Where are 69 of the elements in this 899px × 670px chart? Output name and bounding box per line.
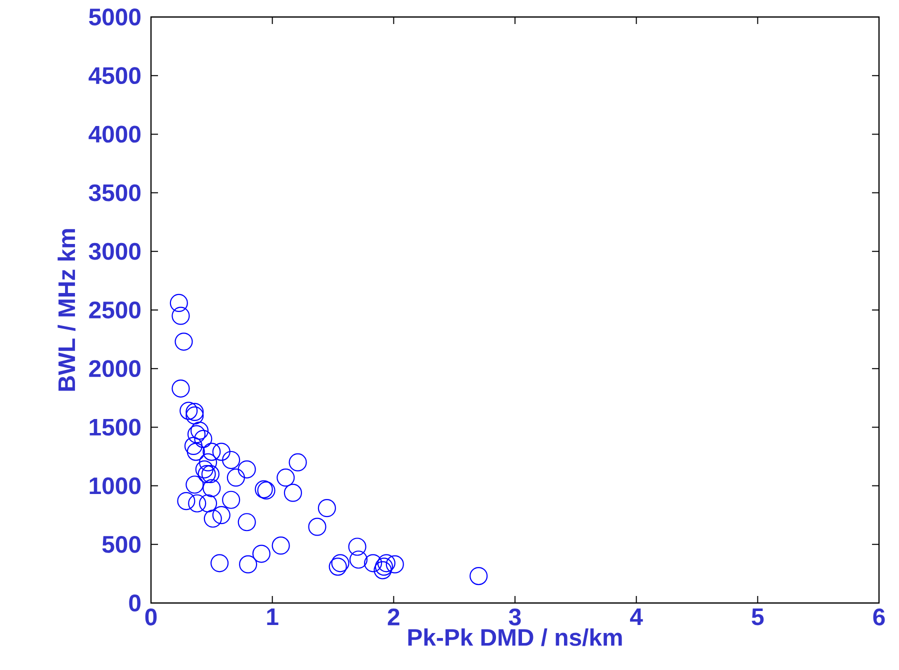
point — [170, 294, 188, 312]
point — [212, 442, 230, 461]
point — [226, 468, 245, 487]
point — [195, 460, 214, 478]
point — [288, 453, 307, 472]
point — [198, 453, 218, 472]
point — [238, 513, 256, 532]
point — [238, 460, 256, 478]
point — [188, 494, 206, 512]
point — [252, 544, 270, 563]
point — [364, 554, 382, 572]
point — [328, 558, 347, 576]
point — [222, 450, 240, 470]
y-tick-label: 3000 — [88, 242, 140, 260]
point — [172, 306, 190, 325]
point — [374, 561, 392, 580]
point — [331, 554, 350, 572]
point — [186, 442, 205, 461]
y-tick-label: 500 — [102, 536, 140, 553]
y-tick-label: 4500 — [88, 67, 140, 84]
y-axis-title: BWL / MHz km — [58, 229, 76, 391]
point — [187, 425, 206, 444]
point — [308, 518, 326, 536]
point — [284, 484, 302, 502]
point — [177, 492, 196, 510]
point — [212, 506, 230, 524]
point — [470, 566, 488, 586]
y-tick-label: 5000 — [89, 8, 140, 26]
x-tick-label: 2 — [388, 608, 400, 626]
point — [349, 550, 368, 569]
x-tick-label: 1 — [267, 608, 278, 625]
x-tick-label: 3 — [508, 608, 521, 626]
point — [210, 554, 229, 572]
point — [348, 538, 366, 556]
point — [201, 465, 220, 484]
point — [276, 468, 295, 487]
x-tick-label: 6 — [873, 608, 885, 626]
point — [186, 402, 204, 422]
x-tick-label: 4 — [630, 608, 643, 625]
point — [198, 465, 216, 484]
y-tick-label: 1000 — [90, 477, 140, 494]
y-tick-label: 1500 — [90, 418, 140, 436]
point — [174, 332, 193, 351]
y-tick-label: 0 — [129, 594, 140, 612]
point — [377, 554, 396, 572]
point — [204, 510, 222, 528]
point — [239, 555, 258, 574]
y-tick-label: 4000 — [88, 126, 140, 143]
y-tick-label: 3500 — [88, 184, 140, 202]
y-tick-label: 2500 — [89, 302, 140, 318]
point — [198, 494, 218, 512]
x-tick-label: 0 — [145, 608, 157, 626]
point — [194, 430, 212, 448]
x-tick-label: 5 — [752, 608, 764, 626]
point — [202, 479, 221, 498]
point — [190, 422, 209, 440]
point — [272, 536, 290, 555]
y-tick-label: 2000 — [89, 360, 140, 378]
point — [374, 558, 394, 576]
point — [318, 499, 336, 518]
point — [172, 379, 190, 398]
point — [386, 555, 404, 574]
point — [222, 490, 240, 509]
point — [180, 402, 198, 420]
x-axis-title: Pk-Pk DMD / ns/km — [408, 628, 622, 646]
point — [186, 406, 204, 425]
point — [184, 436, 203, 455]
point — [202, 442, 221, 461]
point — [186, 476, 204, 494]
